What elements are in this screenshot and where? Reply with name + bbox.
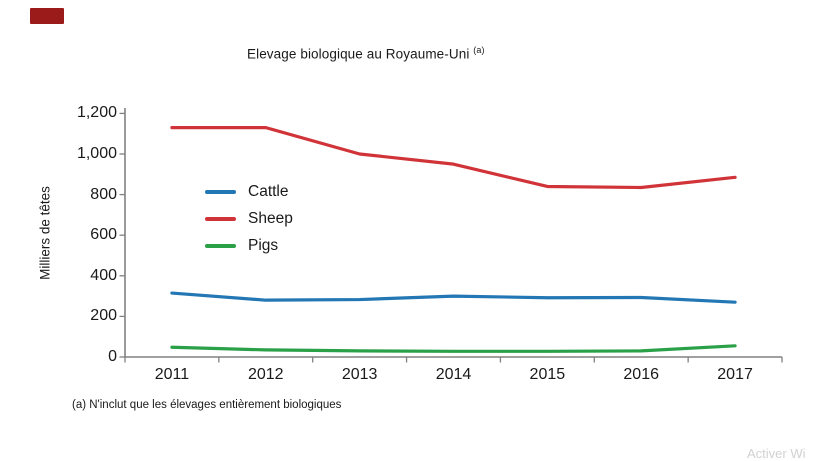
footnote: (a) N'inclut que les élevages entièremen…: [72, 399, 342, 411]
y-tick-label: 800: [90, 185, 117, 203]
legend-swatch-pigs: [205, 244, 236, 248]
legend-swatch-sheep: [205, 217, 236, 221]
chart-legend: Cattle Sheep Pigs: [205, 183, 293, 265]
activation-watermark: Activer Wi: [747, 446, 806, 461]
x-tick-label-2014: 2014: [435, 366, 472, 383]
chart-title-text: Elevage biologique au Royaume-Uni: [247, 46, 470, 62]
chart-title-footnote-marker: (a): [473, 45, 485, 55]
y-tick-label: 400: [90, 266, 117, 284]
legend-label: Cattle: [248, 183, 289, 200]
x-tick-label-2017: 2017: [717, 366, 753, 383]
x-tick-label-2012: 2012: [247, 366, 284, 383]
y-tick-label: 600: [90, 226, 117, 244]
y-tick-label: 1,000: [76, 145, 117, 162]
series-line-sheep: [170, 126, 737, 190]
dark-red-badge: [30, 8, 64, 24]
y-tick-label: 200: [90, 307, 117, 325]
legend-swatch-cattle: [205, 190, 236, 194]
x-tick-label-2011: 2011: [154, 366, 190, 383]
x-tick-label-2015: 2015: [529, 366, 566, 383]
x-tick-label-2016: 2016: [623, 366, 659, 383]
legend-item-pigs: Pigs: [205, 237, 293, 254]
y-tick-label: 0: [108, 348, 117, 365]
y-tick-label: 1,200: [76, 104, 117, 122]
legend-label: Sheep: [248, 210, 293, 227]
series-line-pigs: [170, 344, 737, 353]
legend-item-sheep: Sheep: [205, 210, 293, 227]
legend-item-cattle: Cattle: [205, 183, 293, 200]
series-line-cattle: [170, 291, 737, 304]
x-tick-label-2013: 2013: [341, 366, 378, 383]
legend-label: Pigs: [248, 237, 279, 254]
chart-title: Elevage biologique au Royaume-Uni (a): [247, 45, 485, 62]
